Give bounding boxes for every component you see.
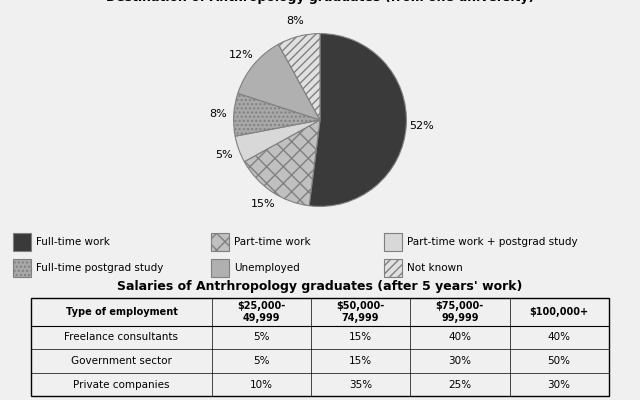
Bar <box>384 233 402 251</box>
Text: 8%: 8% <box>286 16 303 26</box>
Text: 40%: 40% <box>449 332 472 342</box>
Wedge shape <box>238 44 320 120</box>
Text: $75,000-
99,999: $75,000- 99,999 <box>436 301 484 323</box>
Text: 50%: 50% <box>548 356 571 366</box>
Text: 10%: 10% <box>250 380 273 390</box>
Text: $50,000-
74,999: $50,000- 74,999 <box>337 301 385 323</box>
Text: 15%: 15% <box>250 199 275 209</box>
Bar <box>13 233 31 251</box>
Text: 5%: 5% <box>253 356 269 366</box>
Text: Part-time work + postgrad study: Part-time work + postgrad study <box>407 237 578 247</box>
Text: 30%: 30% <box>449 356 472 366</box>
Text: Private companies: Private companies <box>73 380 170 390</box>
Text: $25,000-
49,999: $25,000- 49,999 <box>237 301 285 323</box>
Text: 8%: 8% <box>209 108 227 118</box>
Text: Type of employment: Type of employment <box>65 307 177 317</box>
Text: Salaries of Antrhropology graduates (after 5 years' work): Salaries of Antrhropology graduates (aft… <box>117 280 523 293</box>
Title: Destination of Anthropology graduates (from one university): Destination of Anthropology graduates (f… <box>106 0 534 4</box>
Text: 15%: 15% <box>349 332 372 342</box>
Bar <box>211 233 229 251</box>
Text: 35%: 35% <box>349 380 372 390</box>
Text: Government sector: Government sector <box>71 356 172 366</box>
Wedge shape <box>309 34 406 206</box>
Wedge shape <box>234 93 320 136</box>
Bar <box>13 259 31 277</box>
Text: $100,000+: $100,000+ <box>529 307 589 317</box>
Text: Full-time work: Full-time work <box>36 237 109 247</box>
Text: 25%: 25% <box>448 380 472 390</box>
Wedge shape <box>235 120 320 162</box>
Text: Part-time work: Part-time work <box>234 237 311 247</box>
Text: 30%: 30% <box>548 380 571 390</box>
Text: Full-time postgrad study: Full-time postgrad study <box>36 263 163 273</box>
Wedge shape <box>278 34 320 120</box>
Bar <box>384 259 402 277</box>
Text: 52%: 52% <box>410 122 434 132</box>
Text: 12%: 12% <box>229 50 254 60</box>
Text: Unemployed: Unemployed <box>234 263 300 273</box>
Bar <box>31 298 609 396</box>
Text: Not known: Not known <box>407 263 463 273</box>
Text: Freelance consultants: Freelance consultants <box>65 332 179 342</box>
Text: 5%: 5% <box>215 150 233 160</box>
Text: 5%: 5% <box>253 332 269 342</box>
Text: 15%: 15% <box>349 356 372 366</box>
Text: 40%: 40% <box>548 332 571 342</box>
Wedge shape <box>244 120 320 206</box>
Bar <box>211 259 229 277</box>
